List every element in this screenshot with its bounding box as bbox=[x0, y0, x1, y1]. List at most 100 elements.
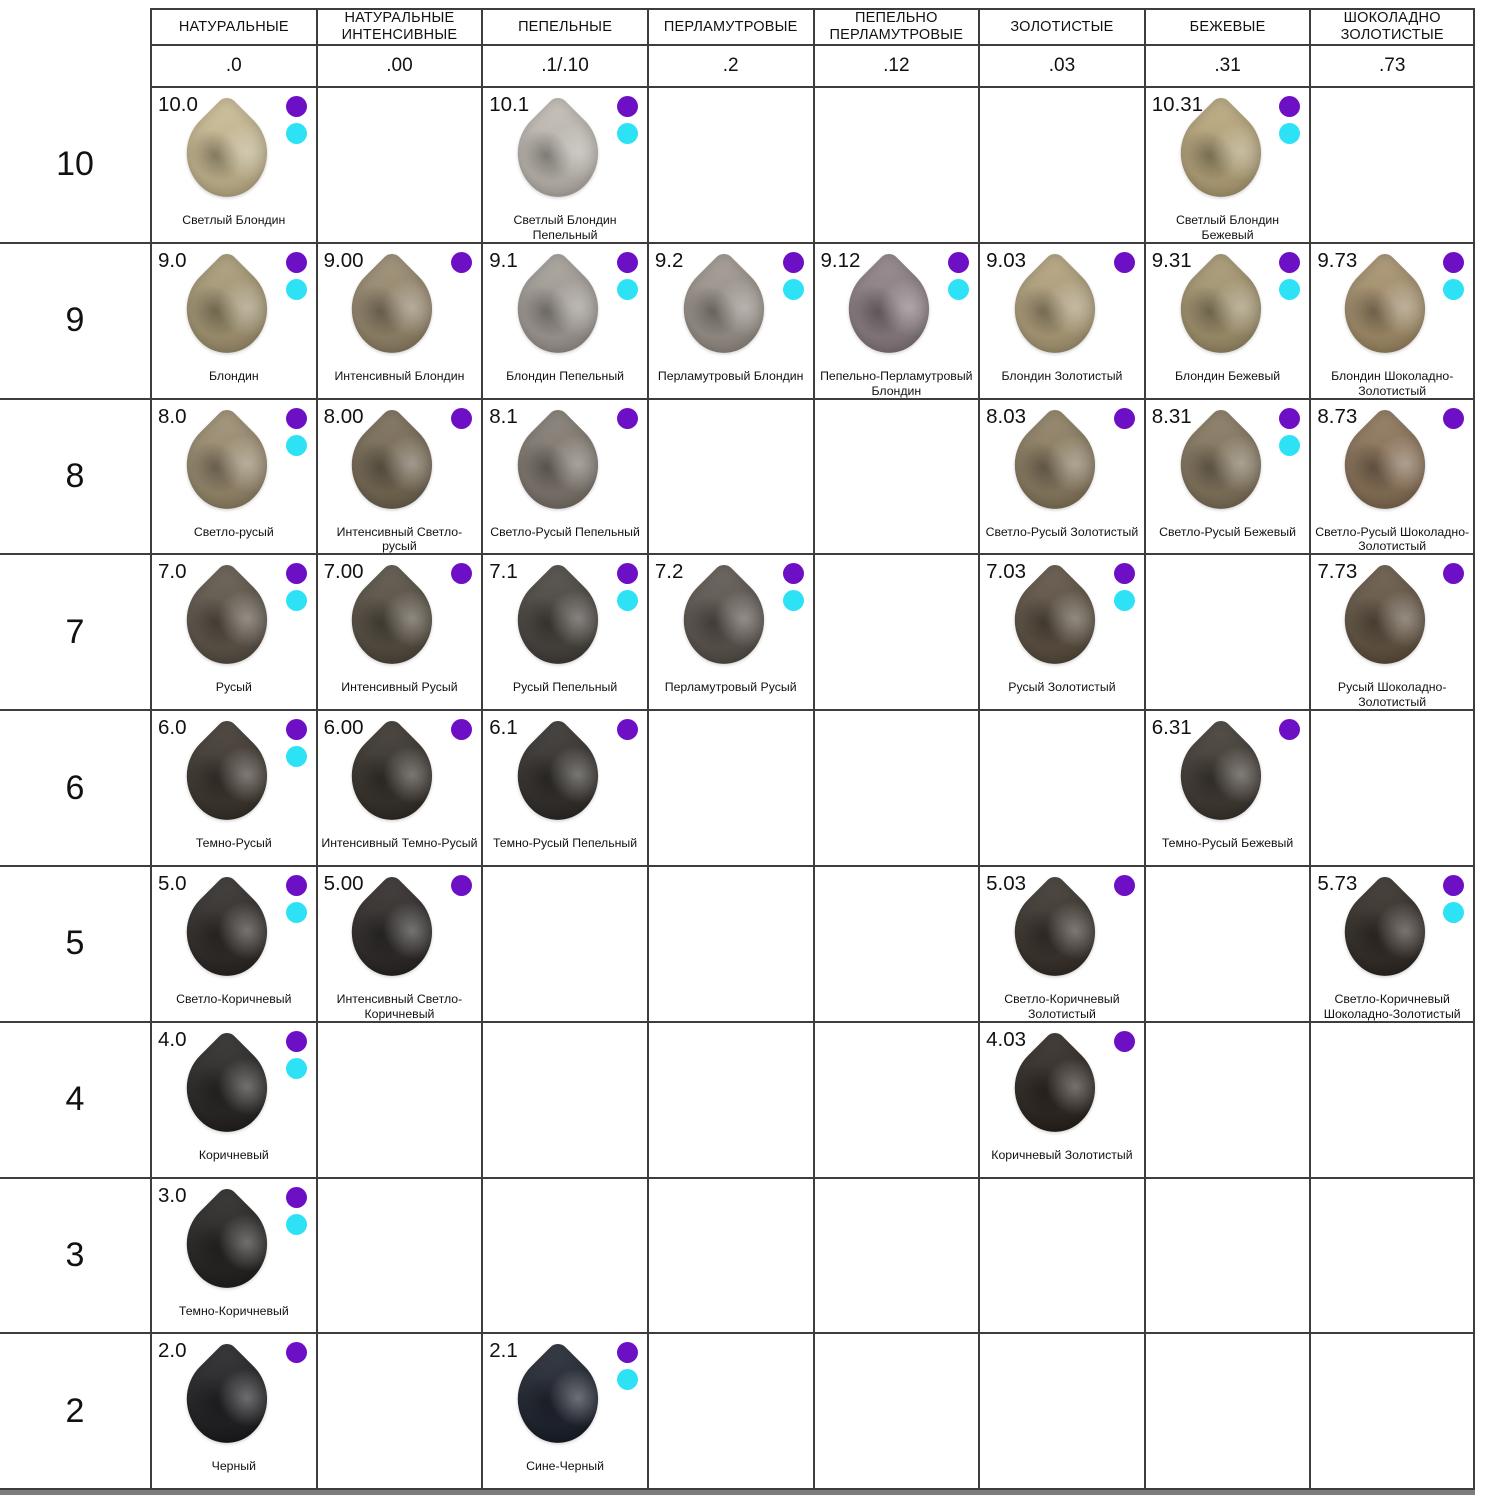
hair-swatch-drop bbox=[664, 249, 784, 369]
shade-name: Русый Шоколадно-Золотистый bbox=[1337, 680, 1447, 710]
swatch bbox=[1161, 405, 1280, 524]
hair-swatch-drop bbox=[167, 93, 287, 213]
shade-name: Блондин Пепельный bbox=[506, 368, 625, 383]
hair-swatch-drop bbox=[829, 249, 949, 369]
swatch bbox=[1161, 93, 1280, 213]
shade-name: Светлый Блондин Пепельный bbox=[513, 213, 617, 242]
cyan-dot-icon bbox=[1279, 123, 1301, 144]
shade-name: Блондин bbox=[208, 368, 259, 383]
indicator-dots bbox=[285, 1030, 307, 1079]
indicator-dots bbox=[451, 407, 473, 429]
empty-cell bbox=[1309, 1022, 1475, 1179]
shade-name: Коричневый Золотистый bbox=[991, 1147, 1133, 1162]
hair-swatch-drop bbox=[995, 405, 1115, 524]
cyan-dot-icon bbox=[616, 590, 638, 612]
shade-cell-9.12: 9.12 Пепельно-Перламутровый Блондин bbox=[812, 243, 979, 400]
header-corner bbox=[0, 46, 150, 88]
shade-cell-4.0: 4.0 Коричневый bbox=[150, 1022, 316, 1179]
hair-swatch-drop bbox=[498, 249, 618, 369]
swatch bbox=[995, 405, 1115, 524]
empty-cell bbox=[812, 1022, 979, 1179]
empty-cell bbox=[646, 1022, 813, 1179]
purple-dot-icon bbox=[1279, 719, 1301, 741]
purple-dot-icon bbox=[451, 251, 473, 273]
purple-dot-icon bbox=[285, 1342, 307, 1364]
shade-cell-7.00: 7.00 Интенсивный Русый bbox=[315, 555, 482, 712]
cyan-dot-icon bbox=[948, 278, 970, 300]
purple-dot-icon bbox=[616, 96, 638, 117]
column-code-1: .0 bbox=[150, 46, 316, 88]
hair-swatch-drop bbox=[332, 560, 452, 680]
shade-cell-8.00: 8.00 Интенсивный Светло-русый bbox=[315, 399, 482, 556]
shade-name: Темно-Коричневый bbox=[178, 1303, 289, 1318]
shade-cell-8.03: 8.03 Светло-Русый Золотистый bbox=[978, 399, 1144, 556]
swatch bbox=[995, 872, 1115, 992]
shade-cell-6.0: 6.0 Темно-Русый bbox=[150, 711, 316, 867]
cyan-dot-icon bbox=[1443, 901, 1464, 923]
hair-swatch-drop bbox=[498, 716, 618, 836]
purple-dot-icon bbox=[616, 251, 638, 273]
shade-cell-8.1: 8.1 Светло-Русый Пепельный bbox=[481, 399, 647, 556]
indicator-dots bbox=[1443, 874, 1464, 923]
row-level-label-8: 8 bbox=[0, 400, 150, 556]
empty-cell bbox=[1309, 711, 1475, 867]
empty-cell bbox=[646, 711, 813, 867]
indicator-dots bbox=[285, 1342, 307, 1364]
shade-code: 8.00 bbox=[323, 404, 364, 428]
indicator-dots bbox=[285, 563, 307, 612]
column-code-3: .1/.10 bbox=[481, 46, 647, 88]
cyan-dot-icon bbox=[616, 278, 638, 300]
indicator-dots bbox=[616, 563, 638, 612]
indicator-dots bbox=[1443, 251, 1464, 300]
shade-code: 9.12 bbox=[820, 248, 861, 272]
shade-code: 6.00 bbox=[323, 716, 364, 740]
swatch bbox=[1325, 405, 1445, 524]
empty-cell bbox=[812, 1334, 979, 1491]
swatch bbox=[332, 405, 452, 524]
swatch bbox=[167, 249, 287, 369]
empty-cell bbox=[978, 1334, 1144, 1491]
empty-cell bbox=[315, 1178, 482, 1335]
indicator-dots bbox=[782, 563, 804, 612]
hair-swatch-drop bbox=[332, 405, 452, 524]
shade-code: 8.31 bbox=[1151, 404, 1192, 428]
swatch bbox=[995, 249, 1115, 369]
indicator-dots bbox=[285, 719, 307, 768]
purple-dot-icon bbox=[616, 563, 638, 585]
shade-code: 6.31 bbox=[1151, 716, 1192, 740]
shade-name: Светло-Русый Золотистый bbox=[985, 524, 1139, 539]
indicator-dots bbox=[616, 719, 638, 741]
shade-name: Интенсивный Светло-русый bbox=[336, 524, 463, 554]
shade-code: 4.03 bbox=[986, 1027, 1027, 1051]
empty-cell bbox=[812, 399, 979, 556]
purple-dot-icon bbox=[451, 719, 473, 741]
shade-cell-6.00: 6.00 Интенсивный Темно-Русый bbox=[315, 711, 482, 867]
hair-swatch-drop bbox=[995, 872, 1115, 992]
hair-swatch-drop bbox=[167, 560, 287, 680]
column-code-6: .03 bbox=[978, 46, 1144, 88]
indicator-dots bbox=[1443, 563, 1464, 585]
column-code-8: .73 bbox=[1309, 46, 1475, 88]
swatch bbox=[167, 716, 287, 836]
swatch bbox=[167, 1184, 287, 1303]
indicator-dots bbox=[1113, 251, 1135, 273]
indicator-dots bbox=[451, 719, 473, 741]
shade-cell-8.73: 8.73 Светло-Русый Шоколадно-Золотистый bbox=[1309, 399, 1475, 556]
empty-cell bbox=[1143, 1022, 1310, 1179]
indicator-dots bbox=[1113, 1030, 1135, 1052]
shade-cell-6.31: 6.31 Темно-Русый Бежевый bbox=[1143, 711, 1310, 867]
indicator-dots bbox=[1279, 251, 1301, 300]
empty-cell bbox=[1143, 1334, 1310, 1491]
shade-code: 9.00 bbox=[323, 248, 364, 272]
indicator-dots bbox=[616, 1342, 638, 1391]
shade-name: Блондин Бежевый bbox=[1174, 368, 1281, 383]
indicator-dots bbox=[1443, 407, 1464, 429]
empty-cell bbox=[1143, 1178, 1310, 1335]
cyan-dot-icon bbox=[285, 590, 307, 612]
cyan-dot-icon bbox=[1113, 590, 1135, 612]
purple-dot-icon bbox=[1443, 251, 1464, 273]
purple-dot-icon bbox=[782, 251, 804, 273]
swatch bbox=[664, 249, 784, 369]
empty-cell bbox=[1309, 1334, 1475, 1491]
shade-name: Русый bbox=[215, 680, 252, 695]
